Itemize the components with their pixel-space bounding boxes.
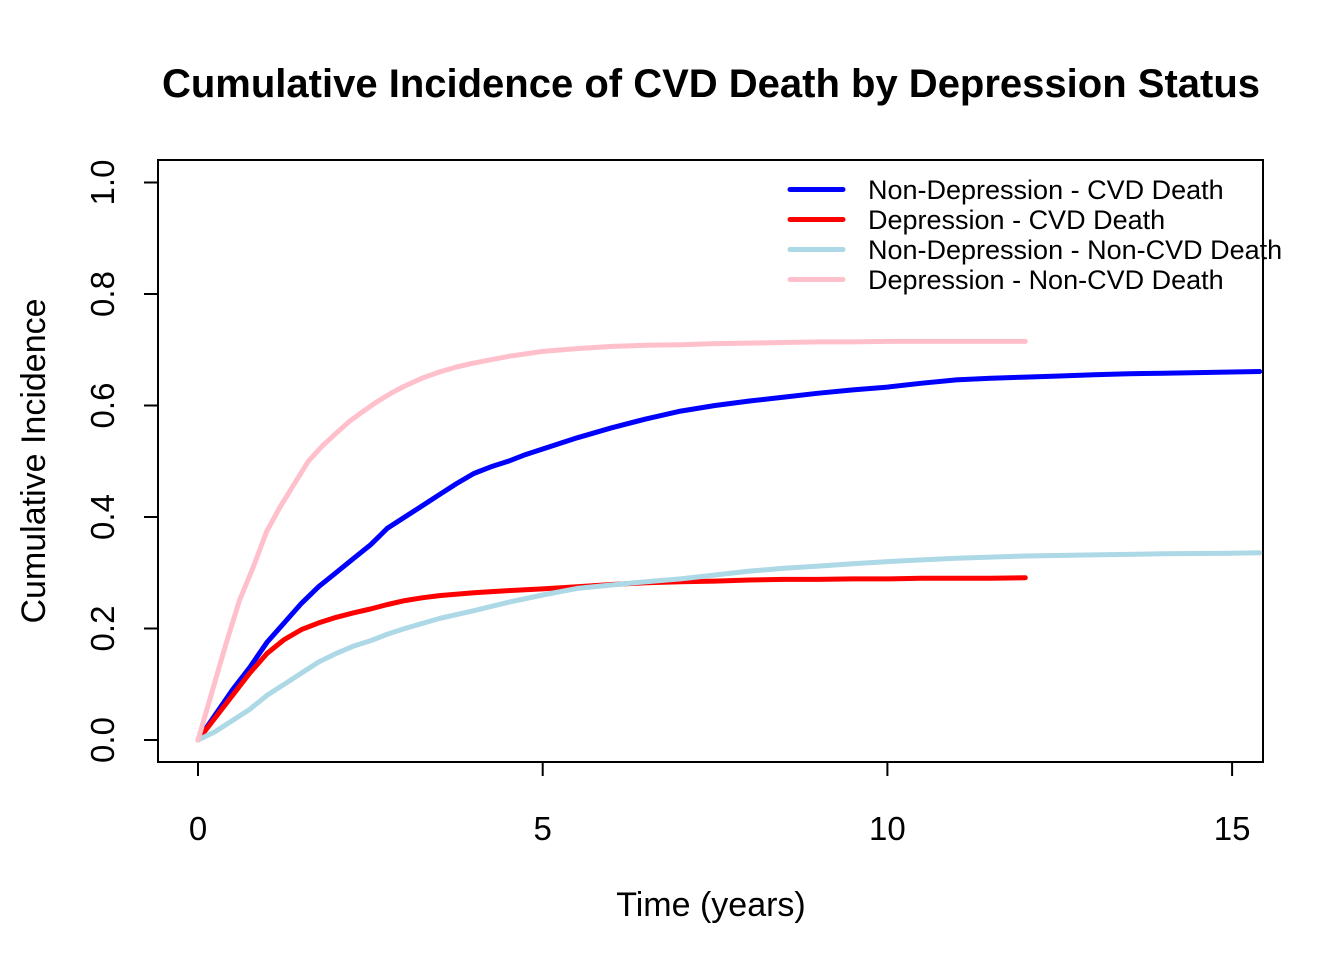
y-axis-ticks: 0.0 0.2 0.4 0.6 0.8 1.0 bbox=[84, 160, 158, 763]
x-tick-label: 15 bbox=[1214, 810, 1251, 847]
x-axis-ticks: 0 5 10 15 bbox=[189, 762, 1251, 847]
x-tick-label: 10 bbox=[869, 810, 906, 847]
x-tick-label: 5 bbox=[534, 810, 552, 847]
curve-non-depression-cvd-death bbox=[195, 369, 1263, 743]
curve-depression-cvd-death bbox=[195, 575, 1028, 743]
plot-box bbox=[157, 159, 1264, 763]
legend-label-non-depression-cvd-death: Non-Depression - CVD Death bbox=[868, 175, 1224, 205]
y-tick-label: 1.0 bbox=[84, 160, 121, 206]
series-curves bbox=[195, 338, 1263, 743]
x-tick-label: 0 bbox=[189, 810, 207, 847]
chart-title: Cumulative Incidence of CVD Death by Dep… bbox=[162, 62, 1260, 106]
y-tick-label: 0.2 bbox=[84, 606, 121, 652]
legend-label-depression-non-cvd-death: Depression - Non-CVD Death bbox=[868, 265, 1224, 295]
curve-depression-non-cvd-death bbox=[195, 338, 1028, 743]
y-tick-label: 0.4 bbox=[84, 494, 121, 540]
y-tick-label: 0.8 bbox=[84, 271, 121, 317]
x-axis-title: Time (years) bbox=[616, 886, 806, 924]
y-tick-label: 0.6 bbox=[84, 383, 121, 429]
y-axis-title: Cumulative Incidence bbox=[15, 298, 53, 623]
legend-label-depression-cvd-death: Depression - CVD Death bbox=[868, 205, 1165, 235]
legend-label-non-depression-non-cvd-death: Non-Depression - Non-CVD Death bbox=[868, 235, 1282, 265]
curve-non-depression-non-cvd-death bbox=[195, 550, 1263, 743]
y-tick-label: 0.0 bbox=[84, 717, 121, 763]
